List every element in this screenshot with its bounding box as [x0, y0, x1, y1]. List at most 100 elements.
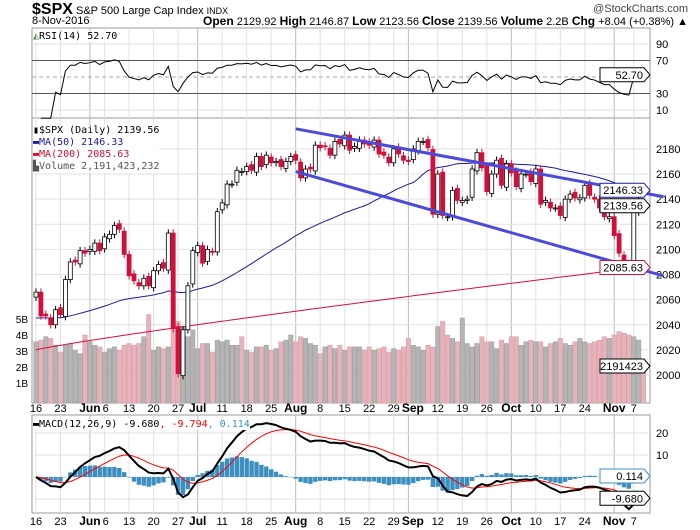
x-tick-label: Oct — [501, 514, 521, 528]
volume-bar — [405, 338, 411, 404]
volume-bar — [557, 338, 563, 404]
volume-bar — [454, 341, 460, 404]
macd-histogram-bar — [102, 466, 107, 477]
x-tick-label: 27 — [172, 516, 184, 528]
price-legend-line: ▮$SPX (Daily) 2139.56 — [33, 125, 159, 137]
candle — [229, 183, 235, 186]
candle — [249, 164, 255, 171]
candle — [77, 250, 83, 265]
volume-bar — [48, 338, 54, 404]
x-tick-label: 27 — [172, 403, 184, 415]
volume-bar — [141, 336, 147, 404]
close-value-tag-box — [599, 198, 651, 214]
volume-bar — [263, 344, 269, 404]
candle — [239, 171, 245, 173]
volume-bar — [195, 348, 201, 404]
candle — [557, 205, 563, 216]
volume-bar — [43, 336, 49, 404]
macd-legend-text: MACD(12,26,9) -9.680 — [39, 419, 160, 430]
candle — [572, 191, 578, 199]
price-tick-label: 2040 — [656, 320, 680, 332]
candle — [459, 200, 465, 203]
x-tick-label: Jul — [189, 401, 206, 415]
volume-bar — [415, 346, 421, 404]
candle — [214, 211, 220, 253]
signal-legend-text: , -9.794 — [159, 419, 208, 430]
macd-histogram-bar — [420, 477, 426, 480]
price-tick-label: 2180 — [656, 144, 680, 156]
volume-bar — [552, 341, 558, 404]
volume-bar — [288, 334, 294, 404]
candle — [180, 329, 186, 377]
volume-bar — [53, 344, 59, 404]
candle — [317, 144, 323, 149]
volume-bar — [523, 341, 529, 404]
price-tick-label: 2020 — [656, 345, 680, 357]
volume-bar — [567, 344, 573, 404]
candle — [224, 183, 230, 206]
rsi-tick-label: 30 — [656, 89, 668, 101]
line-icon: ▬ — [33, 419, 40, 430]
macd-histogram-bar — [161, 477, 166, 483]
candle — [53, 309, 58, 326]
macd-histogram-bar — [77, 466, 83, 477]
macd-histogram-bar — [229, 457, 235, 477]
candle — [38, 291, 44, 317]
candle — [450, 189, 455, 218]
rsi-panel — [31, 27, 651, 119]
candle — [195, 245, 201, 253]
volume-bar — [317, 353, 323, 404]
volume-bar — [508, 336, 514, 404]
x-tick-label: 29 — [388, 516, 400, 528]
volume-label: Volume — [500, 14, 544, 28]
macd-histogram-bar — [460, 477, 465, 488]
x-tick-label: Nov — [603, 514, 626, 528]
price-tick-label: 2000 — [656, 370, 680, 382]
macd-histogram-bar — [474, 475, 480, 477]
volume-bar — [165, 346, 171, 404]
volume-bar — [435, 326, 441, 404]
volume-bar — [538, 341, 544, 404]
macd-histogram-bar — [215, 465, 220, 477]
volume-bar — [214, 339, 220, 404]
macd-histogram-bar — [465, 477, 470, 486]
volume-bar — [273, 348, 279, 404]
index-name: S&P 500 Large Cap Index — [75, 5, 204, 17]
price-tick-label: 2080 — [656, 270, 680, 282]
x-tick-label: Jun — [79, 514, 100, 528]
macd-histogram-bar — [303, 477, 308, 484]
volume-bar — [582, 341, 588, 404]
chart-title: $SPX S&P 500 Large Cap Index INDX — [32, 1, 228, 19]
price-tick-label: 2120 — [656, 219, 680, 231]
macd-histogram-bar — [298, 477, 303, 482]
symbol: $SPX — [32, 1, 73, 18]
volume-bar — [239, 336, 245, 404]
candle — [435, 173, 441, 215]
macd-histogram-bar — [200, 473, 205, 477]
candle — [205, 248, 210, 262]
candle — [322, 145, 328, 148]
x-tick-label: 16 — [30, 516, 42, 528]
volume-legend: ▙Volume 2,191,423,232 — [33, 161, 159, 173]
candle — [87, 248, 93, 252]
candle — [533, 168, 539, 184]
volume-bar — [347, 346, 353, 404]
volume-bar — [298, 336, 304, 404]
volume-bar — [87, 341, 93, 404]
macd-histogram-bar — [308, 477, 313, 484]
volume-bar — [258, 346, 264, 404]
macd-histogram-bar — [484, 475, 489, 477]
x-tick-label: 11 — [216, 403, 227, 415]
x-tick-label: Nov — [603, 401, 626, 415]
macd-histogram-bar — [371, 477, 377, 482]
volume-bar — [62, 344, 68, 404]
ma50-value-tag-box — [599, 182, 651, 198]
volume-bar — [450, 338, 455, 404]
macd-histogram-bar — [337, 477, 342, 481]
macd-histogram-bar — [278, 474, 284, 477]
candle — [209, 250, 215, 253]
macd-histogram-bar — [352, 477, 357, 482]
macd-histogram-bar — [455, 477, 460, 489]
candle — [72, 259, 78, 263]
candle — [499, 157, 504, 186]
